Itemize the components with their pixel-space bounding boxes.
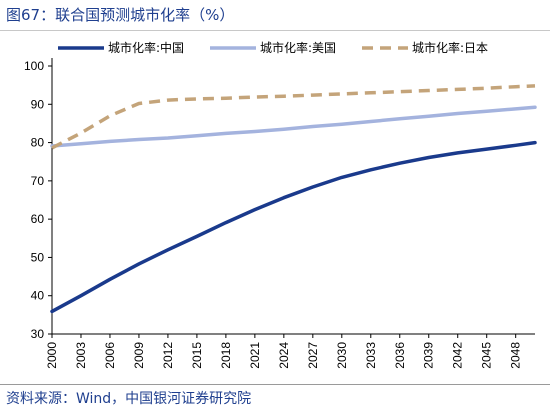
legend-label-1: 城市化率:中国 xyxy=(108,40,184,55)
y-tick-label: 40 xyxy=(31,289,45,303)
y-tick-label: 60 xyxy=(31,212,45,226)
y-tick-label: 90 xyxy=(31,97,45,111)
source-divider xyxy=(0,384,550,385)
x-tick-label: 2027 xyxy=(306,342,320,369)
y-tick-label: 70 xyxy=(31,174,45,188)
legend: 城市化率:中国 城市化率:美国 城市化率:日本 xyxy=(58,40,488,55)
x-tick-label: 2045 xyxy=(480,342,494,369)
x-tick-label: 2009 xyxy=(132,342,146,369)
x-tick-label: 2012 xyxy=(161,342,175,369)
x-axis: 2000 2003 2006 2009 2012 2015 2018 2021 2024 2027… xyxy=(45,333,535,369)
y-tick-label: 50 xyxy=(31,250,45,264)
x-tick-label: 2015 xyxy=(190,342,204,369)
x-tick-label: 2048 xyxy=(509,342,523,369)
x-tick-label: 2024 xyxy=(277,342,291,369)
x-tick-label: 2033 xyxy=(364,342,378,369)
series-line-3 xyxy=(51,84,536,150)
legend-label-3: 城市化率:日本 xyxy=(412,40,488,55)
x-tick-label: 2039 xyxy=(422,342,436,369)
title-divider xyxy=(0,30,550,31)
chart-title: 图67：联合国预测城市化率（%） xyxy=(6,6,235,24)
x-tick-label: 2042 xyxy=(451,342,465,369)
x-tick-label: 2006 xyxy=(103,342,117,369)
y-tick-label: 80 xyxy=(31,136,45,150)
x-tick-label: 2000 xyxy=(45,342,59,369)
x-tick-label: 2030 xyxy=(335,342,349,369)
x-tick-label: 2003 xyxy=(74,342,88,369)
x-tick-label: 2021 xyxy=(248,342,262,369)
series-layer xyxy=(50,84,537,314)
legend-label-2: 城市化率:美国 xyxy=(260,40,336,55)
series-line-1 xyxy=(50,140,537,314)
x-tick-label: 2036 xyxy=(393,342,407,369)
y-axis: 30 40 50 60 70 80 90 100 xyxy=(24,58,53,341)
source-note: 资料来源：Wind，中国银河证券研究院 xyxy=(6,391,252,407)
y-tick-label: 30 xyxy=(31,327,45,341)
y-tick-label: 100 xyxy=(24,59,44,73)
x-tick-label: 2018 xyxy=(219,342,233,369)
series-line-2 xyxy=(50,105,537,148)
